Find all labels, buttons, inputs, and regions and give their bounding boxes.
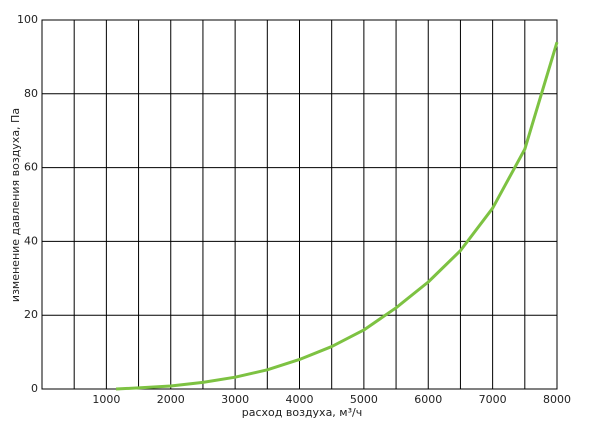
x-tick-label: 1000 [92,393,120,406]
y-tick-label: 0 [31,382,38,395]
x-tick-label: 4000 [286,393,314,406]
data-line [115,41,559,391]
y-tick-label: 80 [24,87,38,100]
x-tick-label: 3000 [221,393,249,406]
y-tick-label: 40 [24,234,38,247]
y-tick-label: 60 [24,161,38,174]
x-tick-label: 8000 [543,393,571,406]
y-axis-label: изменение давления воздуха, Па [9,108,22,302]
x-axis-label: расход воздуха, м³/ч [242,406,362,419]
x-tick-label: 5000 [350,393,378,406]
x-tick-label: 2000 [157,393,185,406]
x-tick-label: 6000 [414,393,442,406]
y-tick-label: 100 [17,13,38,26]
x-tick-label: 7000 [479,393,507,406]
y-tick-label: 20 [24,308,38,321]
